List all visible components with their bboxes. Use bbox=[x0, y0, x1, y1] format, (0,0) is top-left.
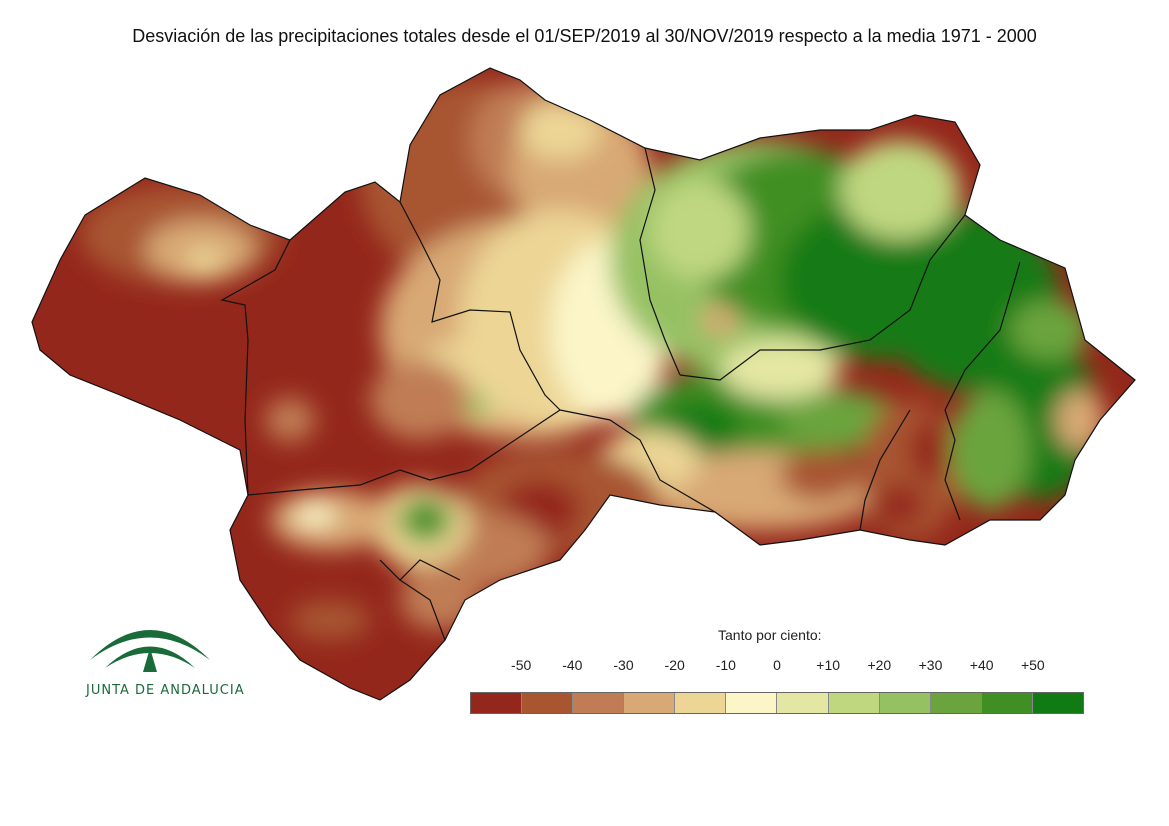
legend-tick-label: +40 bbox=[969, 657, 994, 673]
legend-swatch bbox=[675, 693, 727, 713]
legend-swatch bbox=[471, 693, 523, 713]
legend-tick-label: -50 bbox=[511, 657, 532, 673]
legend-swatch bbox=[522, 693, 574, 713]
legend-title: Tanto por ciento: bbox=[718, 627, 822, 643]
legend-tick-label: +30 bbox=[918, 657, 943, 673]
legend-swatch bbox=[573, 693, 625, 713]
logo-text: JUNTA DE ANDALUCIA bbox=[86, 683, 245, 698]
legend-swatch bbox=[879, 693, 931, 713]
legend-tick-label: -30 bbox=[613, 657, 634, 673]
legend-swatch bbox=[1032, 693, 1083, 713]
legend-swatch bbox=[930, 693, 982, 713]
legend-color-bar bbox=[470, 692, 1084, 714]
junta-de-andalucia-logo bbox=[90, 630, 210, 672]
legend-tick-label: +10 bbox=[816, 657, 841, 673]
legend-tick-label: -40 bbox=[562, 657, 583, 673]
legend-tick-label: +20 bbox=[867, 657, 892, 673]
map-title: Desviación de las precipitaciones totale… bbox=[132, 26, 1037, 46]
legend-swatch bbox=[624, 693, 676, 713]
legend-swatch bbox=[726, 693, 778, 713]
legend-tick-label: 0 bbox=[773, 657, 781, 673]
legend-swatch bbox=[777, 693, 829, 713]
legend-swatch bbox=[981, 693, 1033, 713]
legend-swatch bbox=[828, 693, 880, 713]
legend-tick-label: -10 bbox=[715, 657, 736, 673]
legend-tick-label: -20 bbox=[664, 657, 685, 673]
legend-tick-label: +50 bbox=[1020, 657, 1045, 673]
